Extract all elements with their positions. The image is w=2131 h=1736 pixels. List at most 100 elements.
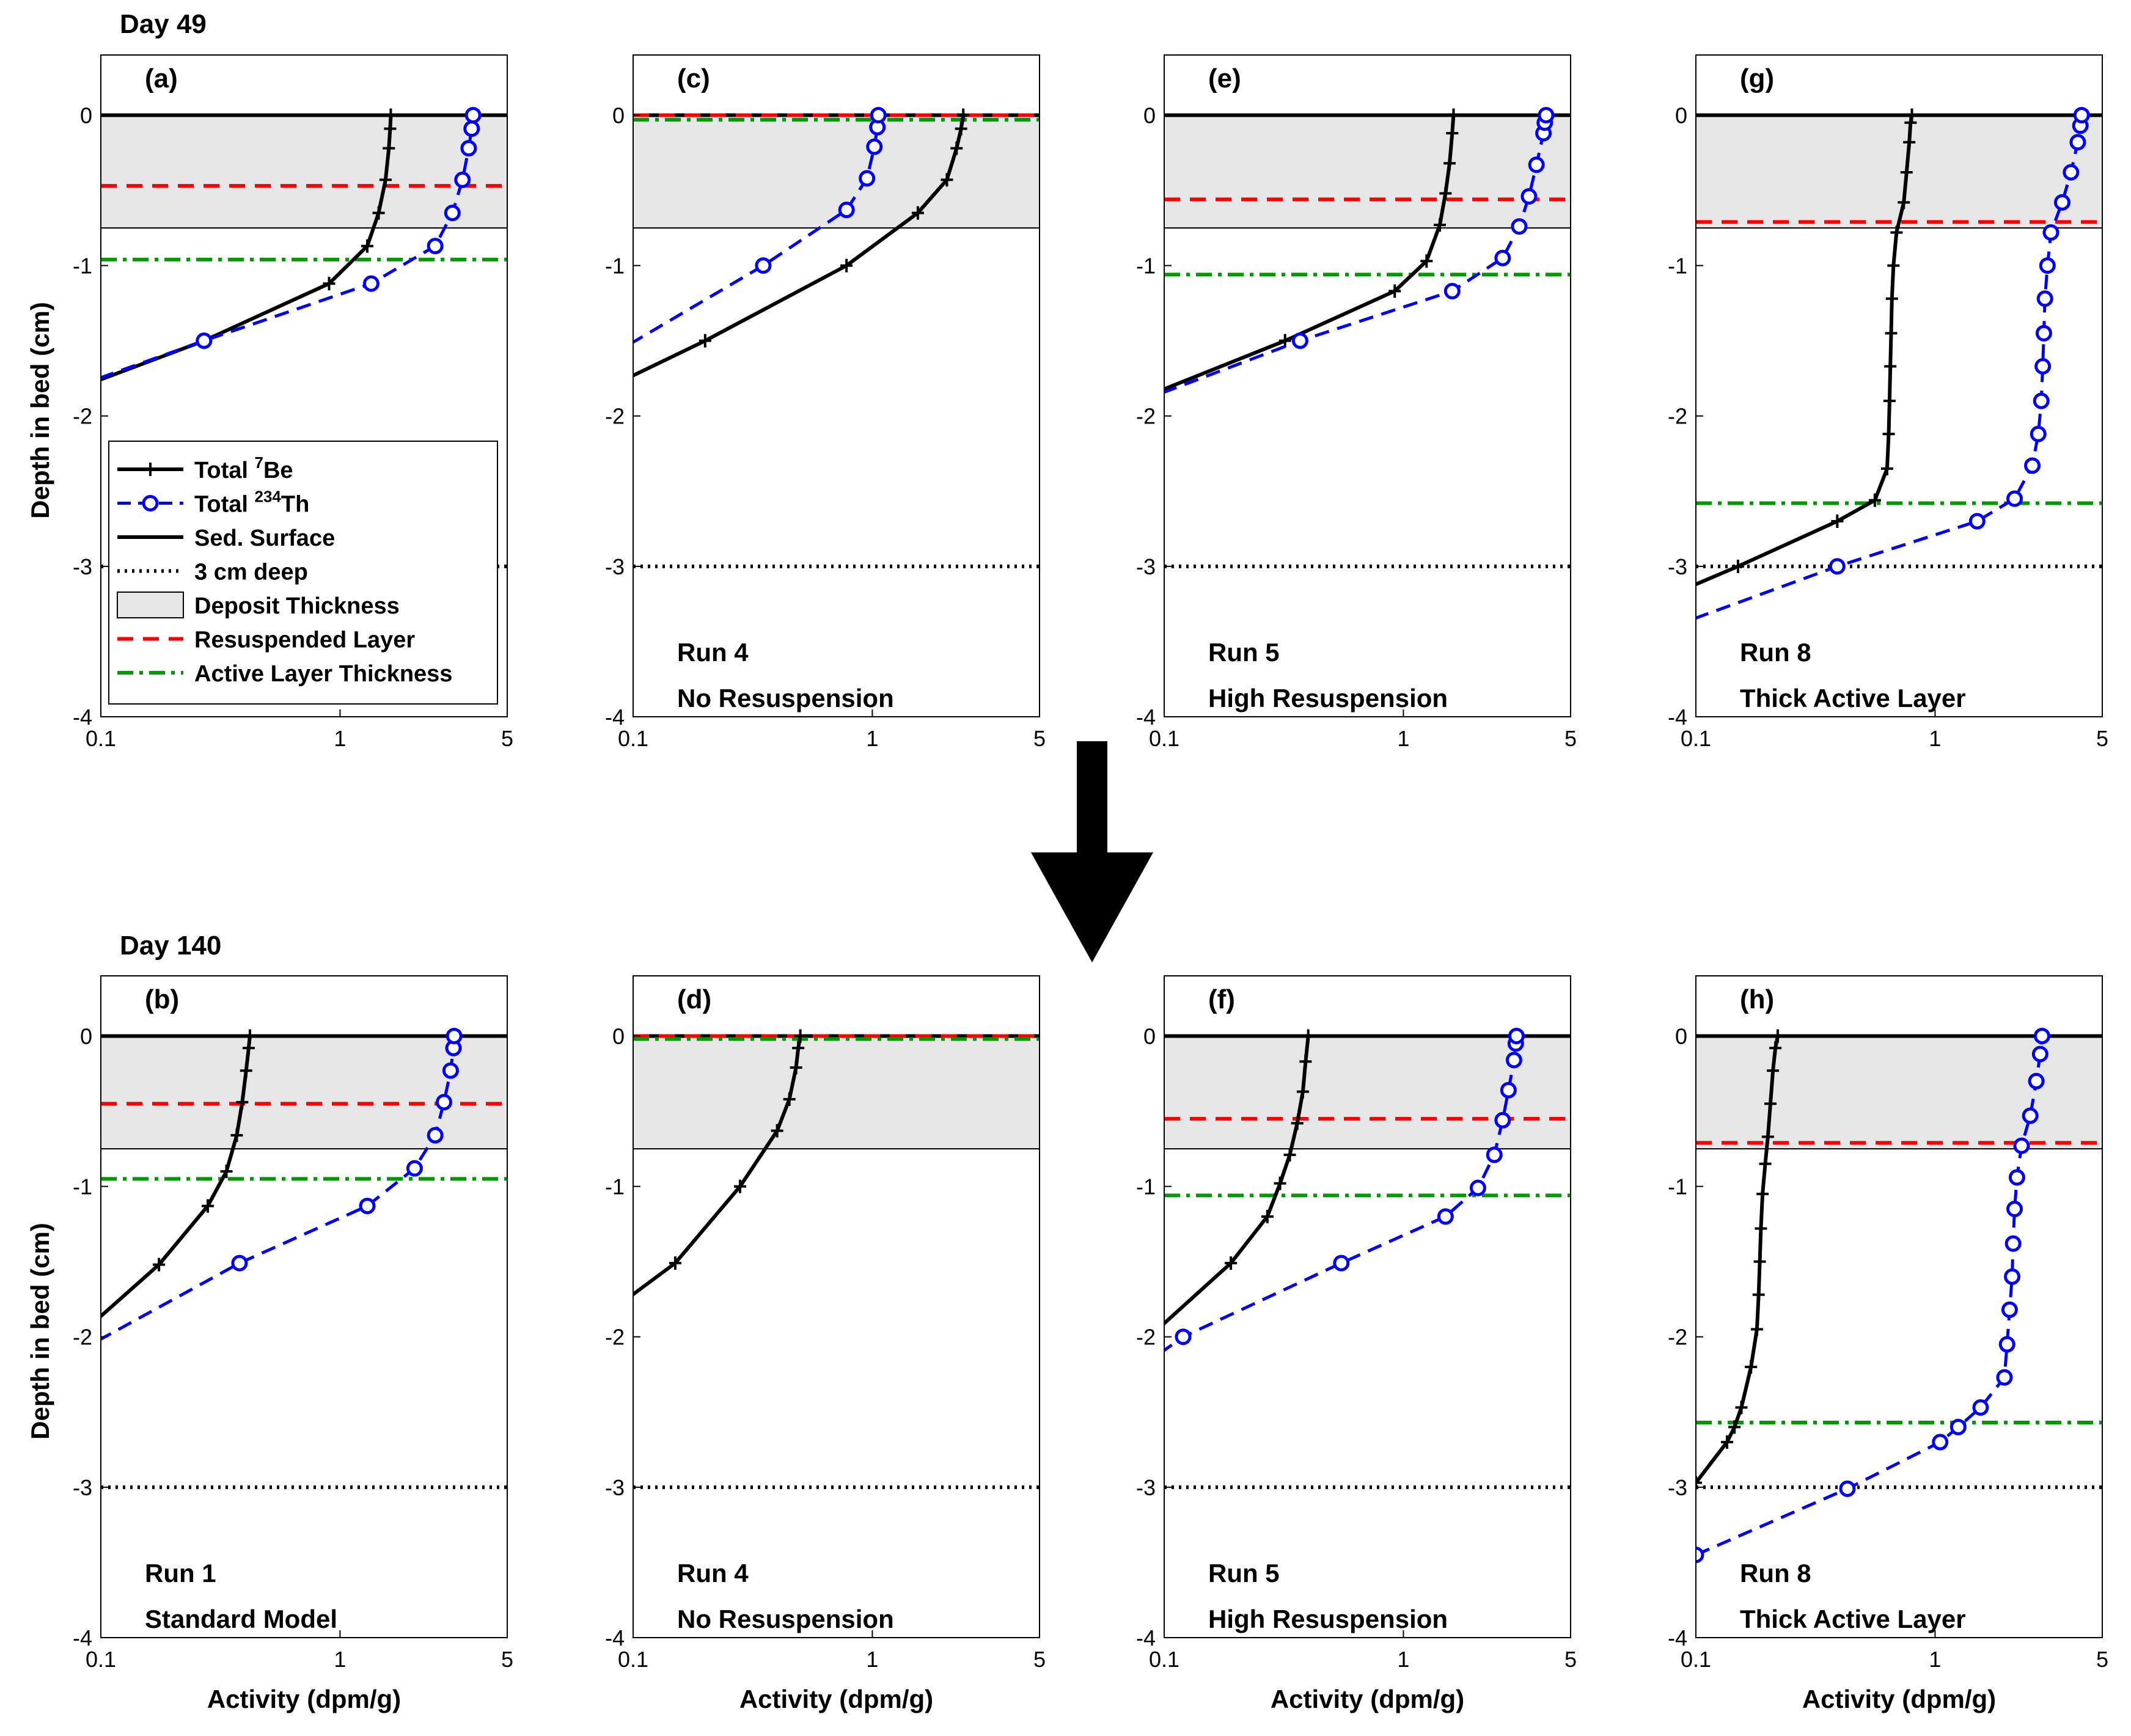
x-tick-label: 0.1 [618, 726, 648, 751]
y-tick-label: -4 [605, 705, 625, 730]
series-th234 [101, 1027, 463, 1341]
x-tick-label: 5 [1033, 726, 1046, 751]
be7-point [1735, 1401, 1748, 1415]
th234-point [1175, 1328, 1192, 1346]
legend-box [108, 441, 498, 705]
y-tick-label: -1 [1136, 1174, 1156, 1199]
th234-point [1520, 188, 1538, 205]
be7-point [1885, 326, 1898, 340]
run-description: Standard Model [145, 1605, 337, 1633]
y-tick-label: -2 [1136, 404, 1156, 429]
th234-point [1486, 1146, 1503, 1163]
series-be7 [633, 1029, 807, 1297]
be7-point [950, 141, 963, 155]
plot-area [1164, 1027, 1571, 1489]
th234-point [427, 238, 444, 255]
be7-point [1831, 515, 1844, 529]
be7-point [1900, 165, 1913, 179]
series-be7 [1696, 1029, 1784, 1490]
th234-point [859, 170, 876, 187]
day-140-label: Day 140 [120, 931, 221, 961]
legend-item-active: Active Layer Thickness [117, 661, 452, 687]
x-axis-label: Activity (dpm/g) [1802, 1685, 1996, 1713]
be7-point [794, 1029, 807, 1043]
axes-box [1695, 975, 2103, 1638]
th234-point [362, 275, 380, 292]
th234-point [2034, 358, 2052, 375]
series-th234 [1164, 106, 1555, 394]
be7-point [1883, 394, 1896, 408]
th234-point [2069, 134, 2086, 151]
th234-point [1291, 332, 1308, 350]
x-tick-label: 1 [334, 1647, 346, 1672]
be7-point [153, 1258, 166, 1272]
x-tick-label: 5 [1033, 1647, 1046, 1672]
x-axis-label: Activity (dpm/g) [207, 1685, 401, 1713]
day-49-label: Day 49 [120, 9, 207, 39]
th234-point [436, 1094, 453, 1111]
plot-area [1696, 1027, 2102, 1564]
x-tick-label: 1 [866, 726, 878, 751]
panel-label: (a) [145, 64, 178, 93]
y-axis-label: Depth in bed (cm) [26, 302, 54, 519]
y-tick-label: -1 [73, 254, 92, 279]
x-tick-label: 0.1 [86, 1647, 116, 1672]
run-description: Thick Active Layer [1740, 1605, 1966, 1633]
be7-point [202, 1199, 215, 1213]
be7-point [699, 334, 711, 348]
th234-point [196, 332, 213, 350]
be7-point [1750, 1322, 1763, 1336]
series-be7 [101, 108, 397, 382]
x-tick-label: 5 [1564, 1647, 1577, 1672]
x-tick-label: 1 [1929, 1647, 1941, 1672]
th234-point [2001, 1301, 2018, 1318]
panel-label: (c) [677, 64, 710, 93]
series-th234 [101, 106, 482, 379]
panel-label: (g) [1740, 64, 1774, 93]
panel-c: 0 -1 -2 -3 -40.1 1 5 (c) Run 4 No Resuspension [605, 54, 1046, 751]
y-axis-label: Depth in bed (cm) [26, 1223, 54, 1440]
th234-point [2033, 392, 2050, 409]
series-be7 [101, 1029, 256, 1319]
plot-area [101, 1027, 507, 1489]
be7-point [1772, 1029, 1784, 1043]
x-tick-label: 0.1 [1681, 1647, 1711, 1672]
run-label: Run 8 [1740, 1559, 1811, 1588]
th234-point [1996, 1369, 2013, 1386]
x-tick-label: 5 [2096, 726, 2108, 751]
th234-point [1972, 1399, 1989, 1416]
be7-point [1755, 1221, 1767, 1236]
be7-point [955, 122, 967, 136]
be7-point [1903, 135, 1916, 149]
legend-swatch [117, 591, 184, 618]
be7-point [1752, 1287, 1765, 1302]
run-description: Thick Active Layer [1740, 684, 1966, 712]
y-tick-label: 0 [1143, 1024, 1156, 1049]
x-tick-label: 1 [1397, 726, 1409, 751]
th234-point [2022, 1107, 2039, 1124]
th234-point [1437, 1208, 1454, 1225]
be7-point [1299, 1055, 1312, 1069]
y-tick-label: -4 [73, 1625, 92, 1650]
th234-point [2042, 224, 2059, 241]
run-label: Run 4 [677, 638, 749, 667]
y-tick-label: -3 [73, 1475, 92, 1500]
run-label: Run 8 [1740, 638, 1811, 667]
th234-point [1494, 249, 1511, 266]
panel-label: (d) [677, 984, 711, 1014]
th234-point [2008, 1169, 2025, 1186]
panel-g: 0 -1 -2 -3 -40.1 1 5 (g) Run 8 Thick Active Layer [1668, 54, 2108, 751]
y-tick-label: -2 [1668, 1325, 1687, 1350]
th234-point [442, 1062, 459, 1079]
th234-point [1508, 1027, 1525, 1044]
x-tick-label: 5 [2096, 1647, 2108, 1672]
th234-point [406, 1160, 423, 1177]
be7-point [771, 1124, 783, 1138]
be7-point [1283, 1148, 1296, 1162]
plot-area [633, 106, 1040, 568]
th234-point [2004, 1268, 2021, 1285]
be7-point [1443, 156, 1456, 170]
be7-point [384, 108, 397, 122]
be7-point [1731, 559, 1744, 573]
axes-box [100, 54, 508, 717]
